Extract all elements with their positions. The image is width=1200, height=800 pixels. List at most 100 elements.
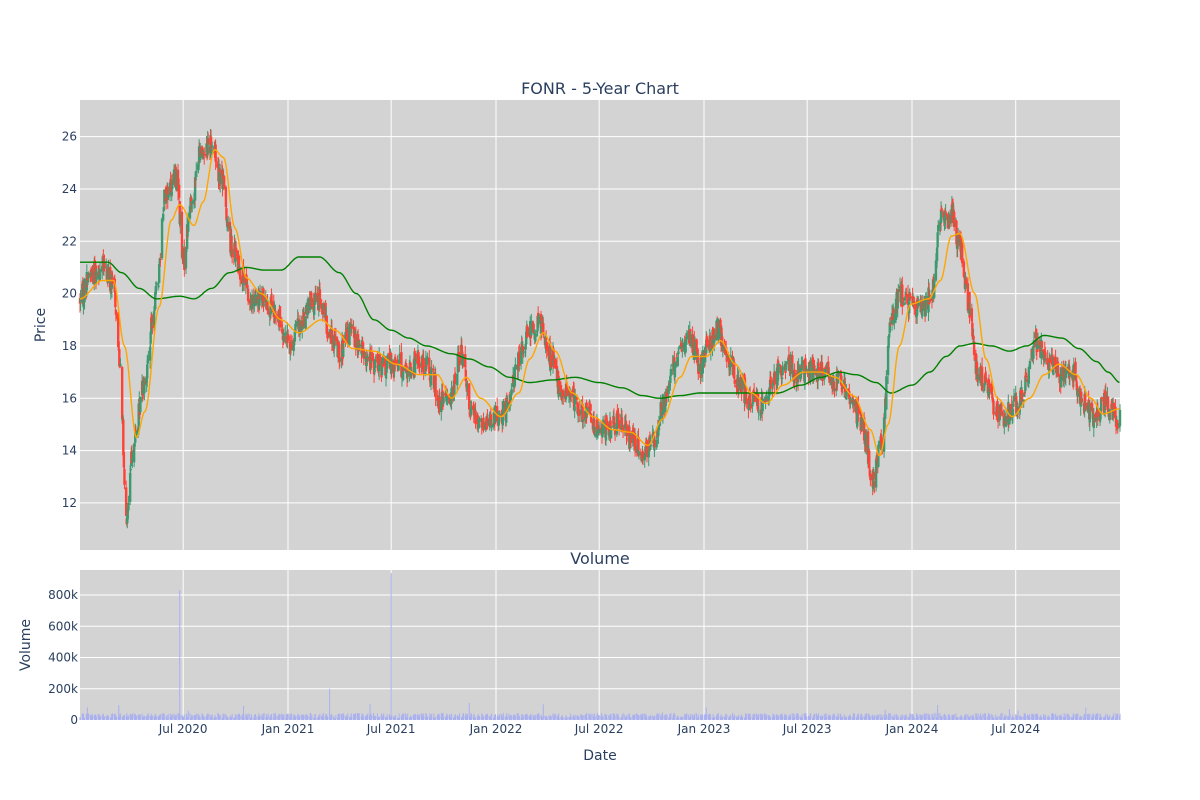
candle-body (294, 323, 297, 334)
volume-bar (625, 717, 627, 720)
candle-body (605, 417, 608, 422)
volume-bar (529, 715, 531, 720)
candle-body (257, 290, 261, 306)
volume-bar (90, 715, 92, 720)
candle-body (370, 351, 373, 360)
volume-bar (525, 714, 527, 720)
volume-bar (705, 707, 707, 720)
volume-bar (90, 716, 92, 720)
volume-bar (564, 718, 566, 720)
candle-body (135, 431, 138, 435)
volume-bar (427, 716, 429, 720)
candle-body (637, 436, 640, 457)
volume-bar (516, 713, 518, 720)
volume-bar (540, 715, 542, 720)
volume-bar (209, 714, 211, 720)
candle-body (292, 339, 295, 352)
candle-body (91, 272, 94, 283)
volume-bar (84, 717, 86, 720)
candle-body (779, 364, 782, 367)
candle-body (406, 372, 409, 377)
candle-body (1000, 411, 1004, 416)
volume-bar (135, 715, 137, 720)
candle-body (1035, 347, 1038, 353)
volume-bar (940, 716, 942, 720)
candle-body (800, 364, 803, 366)
volume-bar (1075, 713, 1077, 720)
volume-bar (640, 716, 642, 720)
volume-bar (99, 716, 101, 720)
volume-bar (398, 713, 400, 720)
volume-bar (1031, 714, 1033, 720)
candle-body (897, 289, 900, 292)
volume-bar (969, 717, 971, 720)
candle-body (337, 342, 340, 345)
volume-bar (792, 717, 794, 720)
candle-body (1096, 409, 1099, 418)
candle-body (1052, 359, 1056, 361)
volume-bar (750, 717, 752, 720)
candle-body (888, 334, 891, 338)
volume-bar (656, 713, 658, 720)
volume-bar (804, 713, 806, 720)
volume-bar (893, 716, 895, 720)
volume-bar (809, 717, 811, 720)
candle-body (597, 425, 600, 430)
volume-bar (904, 716, 906, 720)
candle-body (114, 291, 117, 308)
volume-bar (464, 715, 466, 720)
volume-bar (864, 714, 866, 720)
candle-body (126, 514, 129, 524)
candle-body (154, 286, 157, 295)
volume-bar (554, 714, 556, 720)
volume-bar (996, 718, 998, 720)
candle-body (941, 211, 944, 213)
candle-body (846, 388, 850, 390)
volume-bar (121, 716, 123, 720)
volume-bar (278, 717, 280, 720)
candle-body (454, 379, 457, 383)
candle-body (615, 413, 619, 435)
candle-body (613, 428, 616, 430)
volume-bar (342, 717, 344, 720)
volume-bar (1039, 717, 1041, 720)
volume-bar (183, 716, 185, 720)
volume-bar (815, 713, 817, 720)
candle-body (226, 222, 230, 229)
volume-bar (688, 714, 690, 720)
volume-bar (936, 718, 938, 720)
candle-body (848, 391, 851, 400)
volume-bar (837, 715, 839, 720)
candle-body (1108, 408, 1111, 421)
volume-bar (1007, 717, 1009, 720)
volume-bar (1003, 716, 1005, 720)
volume-bar (83, 717, 85, 720)
price-tick-label: 12 (62, 496, 77, 510)
volume-bar (724, 716, 726, 720)
candle-body (550, 354, 553, 367)
volume-bar (345, 717, 347, 720)
volume-bar (1025, 716, 1027, 720)
candle-body (1008, 405, 1012, 421)
volume-bar (439, 716, 441, 720)
price-grid (80, 100, 1120, 550)
volume-bar (217, 713, 219, 720)
volume-bar (847, 717, 849, 720)
candle-body (745, 398, 748, 405)
volume-bar (1098, 717, 1100, 720)
candle-body (554, 359, 557, 369)
volume-bar (498, 714, 500, 720)
volume-bar (997, 716, 999, 720)
volume-bar (818, 713, 820, 720)
volume-bar (814, 713, 816, 720)
candle-body (1044, 352, 1047, 358)
candlesticks (78, 128, 1122, 529)
volume-bar (96, 717, 98, 720)
volume-bar (449, 716, 451, 720)
candle-body (919, 299, 922, 301)
volume-bar (298, 716, 300, 720)
volume-bar (263, 713, 265, 720)
volume-bar (219, 714, 221, 720)
volume-bar (887, 716, 889, 720)
candle-body (592, 418, 596, 426)
